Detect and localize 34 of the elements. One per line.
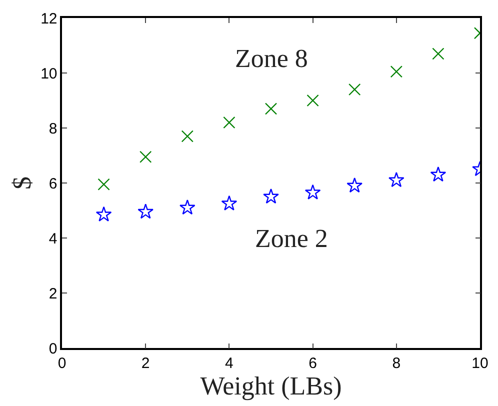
point bbox=[263, 188, 279, 204]
x-tick-label: 8 bbox=[392, 354, 401, 372]
x-tick-label: 4 bbox=[225, 354, 234, 372]
y-tick-label: 0 bbox=[48, 340, 58, 358]
x-tick-label: 2 bbox=[141, 354, 150, 372]
point bbox=[98, 178, 110, 190]
y-tick-label: 2 bbox=[48, 285, 58, 302]
y-tick-label: 10 bbox=[40, 65, 58, 82]
point bbox=[140, 150, 152, 163]
x-tick-label: 10 bbox=[472, 354, 488, 372]
point bbox=[179, 199, 196, 215]
y-tick-label: 8 bbox=[48, 120, 58, 138]
point bbox=[388, 172, 404, 188]
point bbox=[221, 195, 238, 210]
point bbox=[304, 184, 321, 200]
point bbox=[432, 48, 444, 60]
point bbox=[390, 66, 402, 78]
y-axis-title: $ bbox=[7, 176, 36, 190]
y-tick-label: 4 bbox=[48, 230, 58, 248]
point bbox=[430, 166, 446, 182]
x-tick-label: 6 bbox=[308, 354, 317, 372]
point bbox=[138, 204, 154, 219]
point bbox=[346, 177, 363, 193]
x-axis-title: Weight (LBs) bbox=[200, 372, 342, 401]
series-label: Zone 8 bbox=[235, 44, 308, 73]
y-tick-label: 12 bbox=[40, 10, 58, 28]
series-label: Zone 2 bbox=[255, 224, 328, 253]
y-tick-label: 6 bbox=[48, 175, 58, 192]
point bbox=[181, 130, 194, 142]
point bbox=[306, 94, 319, 107]
point bbox=[348, 83, 361, 96]
point bbox=[264, 102, 278, 115]
point bbox=[96, 206, 112, 222]
point bbox=[223, 116, 236, 129]
